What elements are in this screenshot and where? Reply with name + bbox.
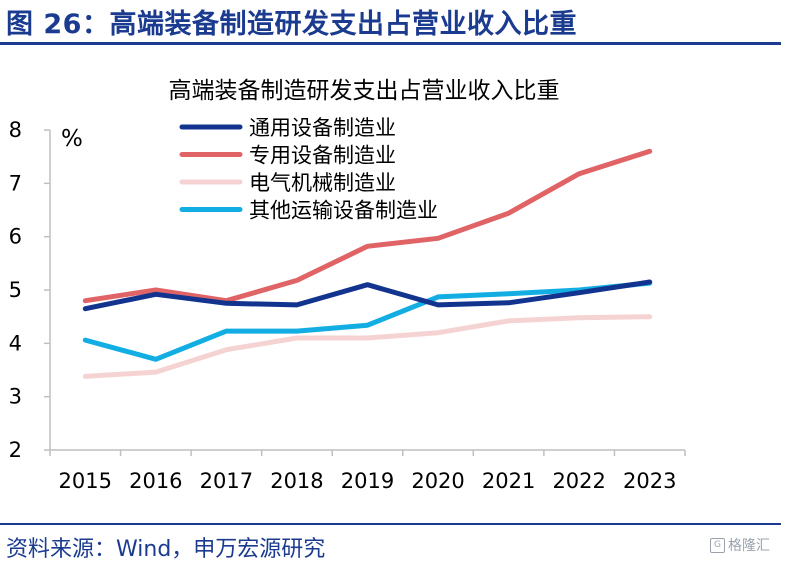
y-tick-label: 5 [9,278,22,302]
x-tick-label: 2022 [552,469,605,493]
y-tick-label: 4 [9,331,22,355]
y-tick-label: 6 [9,225,22,249]
title-divider [0,42,781,45]
x-tick-label: 2018 [270,469,323,493]
x-tick-label: 2016 [129,469,182,493]
series-line-3 [82,314,653,379]
series-line-2 [82,148,653,304]
chart-title: 高端装备制造研发支出占营业收入比重 [169,78,560,104]
y-tick-label: 8 [9,118,22,142]
y-tick-label: 3 [9,385,22,409]
x-tick-label: 2015 [59,469,112,493]
x-tick-label: 2021 [482,469,535,493]
legend-label: 通用设备制造业 [249,116,396,140]
axes: 2 3 4 5 6 7 8 2015 2016 2017 2018 2019 2020 2021 2022 2… [9,118,686,493]
legend-label: 其他运输设备制造业 [249,199,438,223]
watermark: G 格隆汇 [710,535,770,555]
x-tick-label: 2017 [200,469,253,493]
watermark-text: 格隆汇 [728,538,770,554]
legend-label: 电气机械制造业 [249,171,396,195]
watermark-logo-icon: G [710,537,725,553]
source-note: 资料来源：Wind，申万宏源研究 [6,537,326,562]
figure-title: 图 26：高端装备制造研发支出占营业收入比重 [6,9,577,40]
x-tick-label: 2020 [411,469,464,493]
series-line-4 [82,280,653,362]
y-unit-label: % [61,126,83,152]
y-tick-label: 2 [9,438,22,462]
legend-label: 专用设备制造业 [249,144,396,168]
series-group [82,148,653,379]
x-tick-label: 2019 [341,469,394,493]
series-line-1 [82,279,653,312]
x-tick-label: 2023 [623,469,676,493]
y-tick-label: 7 [9,171,22,195]
source-divider [0,523,781,525]
